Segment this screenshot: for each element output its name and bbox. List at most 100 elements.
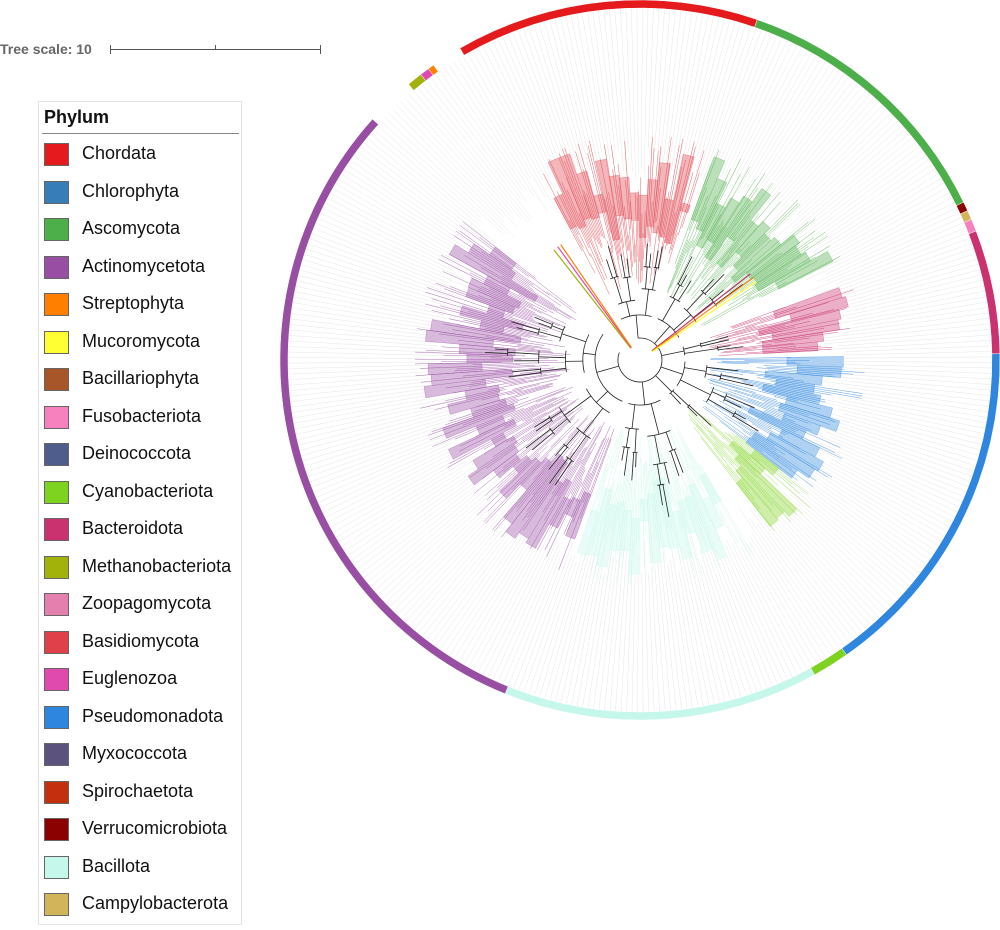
internal-branch bbox=[607, 260, 613, 279]
internal-branch bbox=[552, 419, 567, 431]
legend-swatch bbox=[44, 218, 69, 241]
tip-guide-line bbox=[755, 64, 831, 181]
tip-guide-line bbox=[289, 371, 436, 379]
internal-branch bbox=[621, 255, 625, 278]
tip-guide-line bbox=[444, 68, 526, 191]
tip-guide-line bbox=[790, 494, 902, 594]
phylum-ring-segment bbox=[460, 0, 757, 55]
legend-item: Spirochaetota bbox=[42, 780, 240, 818]
tip-guide-line bbox=[753, 508, 853, 639]
legend-swatch bbox=[44, 781, 69, 804]
internal-branch bbox=[685, 349, 718, 354]
tip-guide-line bbox=[422, 84, 531, 222]
leaf-branch bbox=[658, 239, 665, 271]
tip-guide-line bbox=[796, 142, 916, 237]
legend-label: Actinomycetota bbox=[82, 256, 205, 277]
tip-guide-line bbox=[289, 341, 435, 349]
tip-guide-line bbox=[354, 474, 481, 565]
tip-guide-line bbox=[631, 8, 635, 179]
tip-guide-line bbox=[651, 9, 659, 164]
tip-guide-line bbox=[418, 87, 529, 223]
leaf-branch bbox=[711, 357, 791, 358]
legend-item: Ascomycota bbox=[42, 217, 240, 255]
tip-guide-line bbox=[588, 552, 611, 708]
legend-swatch bbox=[44, 818, 69, 841]
tip-guide-line bbox=[508, 34, 565, 174]
legend-item: Myxococcota bbox=[42, 742, 240, 780]
tree-scale: Tree scale: 10 bbox=[0, 40, 330, 60]
legend-item: Zoopagomycota bbox=[42, 592, 240, 630]
tip-guide-line bbox=[652, 567, 660, 712]
leaf-branch bbox=[590, 253, 609, 294]
leaf-branch bbox=[568, 415, 589, 438]
tip-guide-line bbox=[305, 413, 474, 467]
legend-item: Verrucomicrobiota bbox=[42, 817, 240, 855]
tip-guide-line bbox=[393, 109, 504, 222]
tip-guide-line bbox=[555, 530, 598, 702]
clade-stem bbox=[662, 351, 685, 356]
legend-item: Mucoromycota bbox=[42, 330, 240, 368]
tip-guide-line bbox=[842, 400, 986, 429]
tip-guide-line bbox=[717, 40, 787, 192]
tip-guide-line bbox=[363, 142, 500, 250]
tip-guide-line bbox=[658, 10, 676, 184]
internal-branch bbox=[674, 450, 683, 473]
tip-guide-line bbox=[669, 12, 692, 167]
tip-guide-line bbox=[440, 71, 522, 190]
internal-branch bbox=[627, 277, 631, 301]
internal-branch bbox=[632, 405, 635, 429]
clade-stem bbox=[642, 382, 644, 405]
legend-label: Methanobacteriota bbox=[82, 556, 231, 577]
tip-guide-line bbox=[295, 292, 459, 325]
tip-guide-line bbox=[826, 223, 964, 281]
tip-guide-line bbox=[427, 515, 522, 640]
tip-guide-line bbox=[844, 270, 980, 306]
legend-label: Basidiomycota bbox=[82, 631, 199, 652]
tip-guide-line bbox=[732, 544, 798, 675]
tip-guide-line bbox=[672, 549, 698, 707]
tip-guide-line bbox=[330, 451, 472, 528]
leaf-branch bbox=[642, 233, 643, 281]
internal-branch bbox=[635, 429, 636, 453]
tip-guide-line bbox=[503, 36, 561, 174]
leaf-branch bbox=[669, 142, 695, 244]
tip-guide-line bbox=[473, 532, 548, 670]
tip-guide-line bbox=[572, 548, 603, 705]
internal-branch bbox=[535, 317, 553, 324]
tip-guide-line bbox=[823, 324, 990, 341]
tip-guide-line bbox=[747, 61, 826, 188]
tip-guide-line bbox=[641, 8, 642, 168]
legend-swatch bbox=[44, 368, 69, 391]
legend-item: Deinococcota bbox=[42, 442, 240, 480]
leaf-branch bbox=[688, 414, 733, 465]
tip-guide-line bbox=[637, 8, 639, 173]
leaf-branch bbox=[499, 386, 553, 402]
legend-swatch bbox=[44, 706, 69, 729]
tip-guide-line bbox=[791, 129, 906, 229]
internal-branch bbox=[671, 451, 679, 476]
tip-guide-line bbox=[750, 536, 826, 658]
tip-guide-line bbox=[513, 555, 564, 688]
tip-guide-line bbox=[827, 442, 962, 502]
tip-guide-line bbox=[621, 559, 629, 712]
internal-branch bbox=[583, 353, 595, 354]
tip-guide-line bbox=[288, 352, 443, 356]
leaf-branch bbox=[633, 221, 635, 262]
tip-guide-line bbox=[566, 543, 601, 704]
internal-branch bbox=[626, 302, 629, 317]
tip-guide-line bbox=[824, 318, 989, 338]
tip-guide-line bbox=[778, 133, 909, 243]
tip-guide-line bbox=[849, 388, 989, 407]
tip-guide-line bbox=[837, 335, 991, 346]
clade-stem bbox=[656, 376, 672, 392]
tip-guide-line bbox=[436, 535, 516, 647]
clade-stem bbox=[597, 366, 619, 372]
internal-branch bbox=[655, 250, 658, 267]
internal-branch bbox=[636, 453, 637, 468]
internal-branch bbox=[626, 428, 629, 447]
tip-guide-line bbox=[817, 413, 978, 461]
internal-branch bbox=[684, 345, 701, 349]
legend-swatch bbox=[44, 256, 69, 279]
tip-guide-line bbox=[393, 506, 496, 611]
